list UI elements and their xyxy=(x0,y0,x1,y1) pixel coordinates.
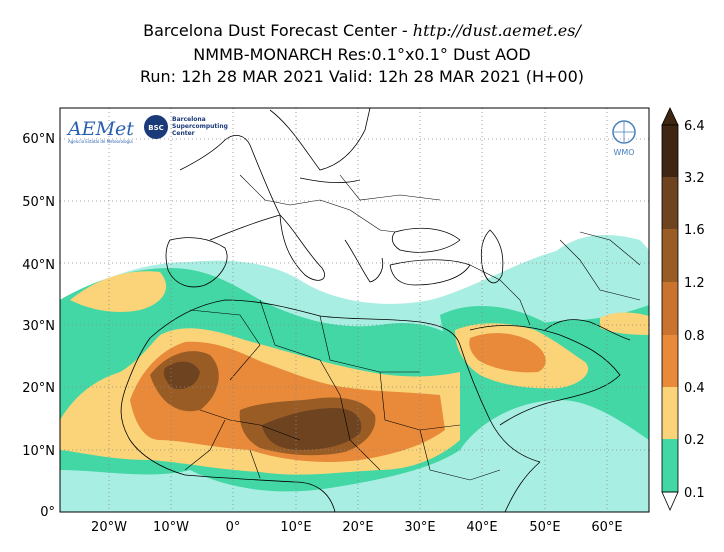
colorbar-label-0.8: 0.8 xyxy=(684,329,705,344)
map-frame xyxy=(59,107,650,513)
aod-level-0.4-atlantic xyxy=(70,271,167,312)
colorbar-segment-0 xyxy=(662,125,678,177)
lat-label-40N: 40°N xyxy=(22,258,55,273)
border-5 xyxy=(199,409,301,441)
colorbar-label-0.2: 0.2 xyxy=(684,433,705,448)
lon-label-50E: 50°E xyxy=(529,520,560,535)
coastlines xyxy=(120,108,631,512)
coast-persian-gulf xyxy=(544,319,631,341)
aod-level-0.4-gulf xyxy=(600,312,649,335)
bsc-logo-text: BSC xyxy=(148,124,164,132)
border-8 xyxy=(249,449,261,479)
title-line-3: Run: 12h 28 MAR 2021 Valid: 12h 28 MAR 2… xyxy=(139,67,585,86)
coast-africa-north xyxy=(149,299,461,346)
lon-label-60E: 60°E xyxy=(591,520,622,535)
colorbar-label-0.1: 0.1 xyxy=(684,486,705,501)
colorbar-label-1.6: 1.6 xyxy=(684,223,705,238)
colorbar-label-1.2: 1.2 xyxy=(684,276,705,291)
coast-greece xyxy=(344,239,384,283)
aemet-logo-sub: Agencia Estatal de Meteorología xyxy=(68,139,133,144)
aemet-logo-text: AEMet xyxy=(66,118,134,140)
lat-label-60N: 60°N xyxy=(22,132,55,147)
wmo-globe-icon xyxy=(612,120,636,144)
coast-gulf-guinea xyxy=(184,474,336,512)
colorbar-segment-6 xyxy=(662,439,678,492)
lat-label-50N: 50°N xyxy=(22,195,55,210)
dust-field xyxy=(60,235,649,512)
lon-label-10W: 10°W xyxy=(153,520,189,535)
coast-france-uk xyxy=(179,135,281,241)
coast-red-sea xyxy=(459,344,541,463)
colorbar-label-6.4: 6.4 xyxy=(684,119,705,134)
coast-horn xyxy=(504,461,541,512)
aod-level-0.8-arabia xyxy=(469,333,546,373)
colorbar-segment-2 xyxy=(662,229,678,282)
lat-axis: 60°N 50°N 40°N 30°N 20°N 10°N 0° xyxy=(22,132,55,520)
lat-label-10N: 10°N xyxy=(22,444,55,459)
colorbar-segment-3 xyxy=(662,282,678,335)
lon-axis: 20°W 10°W 0° 10°E 20°E 30°E 40°E 50°E 60… xyxy=(91,520,623,535)
lat-label-30N: 30°N xyxy=(22,319,55,334)
lon-label-0: 0° xyxy=(226,520,241,535)
coast-black-sea xyxy=(391,227,461,253)
border-14 xyxy=(339,174,441,201)
bsc-name-3: Center xyxy=(172,130,195,137)
colorbar-segment-5 xyxy=(662,387,678,439)
border-15 xyxy=(579,231,641,266)
colorbar-bottom-arrow xyxy=(661,491,679,511)
border-3 xyxy=(319,315,420,373)
border-10 xyxy=(469,264,531,326)
coast-baltic xyxy=(299,177,361,184)
bsc-name-1: Barcelona xyxy=(172,116,206,123)
coast-iberia xyxy=(165,237,228,288)
aod-level-1.6-west xyxy=(163,361,200,390)
wmo-logo-text: WMO xyxy=(613,148,634,157)
colorbar-segment-4 xyxy=(662,335,678,387)
coast-arabia xyxy=(469,325,621,426)
country-borders xyxy=(184,174,641,481)
border-7 xyxy=(184,419,226,471)
coast-italy xyxy=(279,214,325,281)
lat-label-20N: 20°N xyxy=(22,381,55,396)
lon-label-40E: 40°E xyxy=(466,520,497,535)
colorbar: 6.4 3.2 1.6 1.2 0.8 0.4 0.2 0.1 xyxy=(661,107,705,511)
graticule xyxy=(60,108,649,512)
border-4 xyxy=(379,371,461,431)
colorbar-top-arrow xyxy=(661,107,679,126)
lat-label-0: 0° xyxy=(40,505,55,520)
lon-label-10E: 10°E xyxy=(280,520,311,535)
border-12 xyxy=(239,174,321,206)
border-2 xyxy=(259,299,341,396)
lon-label-30E: 30°E xyxy=(404,520,435,535)
colorbar-segment-1 xyxy=(662,177,678,229)
border-13 xyxy=(319,199,396,233)
title-line-2: NMMB-MONARCH Res:0.1°x0.1° Dust AOD xyxy=(193,45,531,64)
wmo-logo: WMO xyxy=(612,120,636,157)
title-line-1: Barcelona Dust Forecast Center - http://… xyxy=(0,20,724,42)
border-11 xyxy=(559,239,641,301)
title-url: http://dust.aemet.es/ xyxy=(412,21,581,40)
coast-africa-west xyxy=(120,337,186,476)
coast-scandinavia xyxy=(269,108,371,171)
bsc-logo-circle xyxy=(144,115,168,139)
wmo-globe-lines-icon xyxy=(614,122,634,142)
bsc-logo: BSC Barcelona Supercomputing Center xyxy=(144,115,228,139)
aemet-logo: AEMet Agencia Estatal de Meteorología xyxy=(66,118,134,144)
colorbar-label-0.4: 0.4 xyxy=(684,381,705,396)
bsc-name-2: Supercomputing xyxy=(172,123,228,130)
coast-turkey xyxy=(389,259,471,286)
lon-label-20W: 20°W xyxy=(91,520,127,535)
aod-level-0.1-east xyxy=(555,235,649,300)
colorbar-frame xyxy=(661,124,679,493)
border-1 xyxy=(189,309,261,381)
colorbar-label-3.2: 3.2 xyxy=(684,171,705,186)
lon-label-20E: 20°E xyxy=(342,520,373,535)
aod-level-1.6 xyxy=(262,408,362,450)
border-6 xyxy=(339,394,381,471)
title-prefix: Barcelona Dust Forecast Center - xyxy=(143,21,413,40)
